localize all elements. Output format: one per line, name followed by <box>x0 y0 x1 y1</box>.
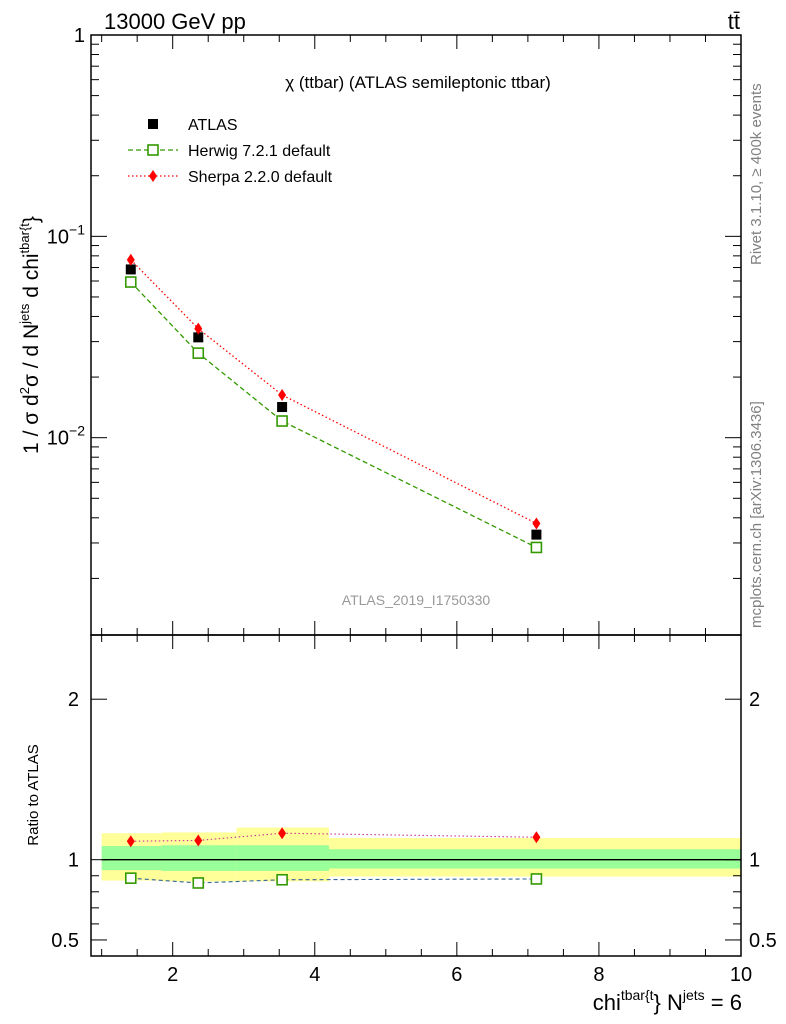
x-tick-label: 8 <box>593 964 604 986</box>
ratio-axes-frame <box>90 634 742 957</box>
ratio-band-green <box>101 846 163 871</box>
ratio-tick-label: 2 <box>68 689 79 711</box>
legend: ATLAS Herwig 7.2.1 default Sherpa 2.2.0 … <box>128 117 333 186</box>
x-tick-label: 4 <box>309 964 320 986</box>
legend-markers <box>128 119 178 182</box>
ratio-herwig-point <box>276 873 288 886</box>
legend-entry-sherpa: Sherpa 2.2.0 default <box>188 169 333 186</box>
svg-text:1 / σ d2σ / d Njets d chitbar{: 1 / σ d2σ / d Njets d chitbar{t} <box>17 216 43 454</box>
ratio-sherpa-point <box>126 835 135 848</box>
xlabel-sup2: jets <box>682 987 705 1003</box>
ratio-sherpa-point <box>532 831 541 844</box>
ylabel-pre: 1 / σ d <box>20 394 43 454</box>
main-y-ticks: 110−110−2 <box>47 25 741 579</box>
mcplots-label: mcplots.cern.ch [arXiv:1306.3436] <box>748 401 765 628</box>
herwig-line <box>130 281 537 549</box>
ratio-series-points <box>124 827 543 889</box>
ylabel-sup1: 2 <box>17 387 32 394</box>
ratio-y-axis-label: Ratio to ATLAS <box>25 744 42 845</box>
x-tick-label: 2 <box>167 964 178 986</box>
ratio-tick-label-right: 2 <box>749 689 760 711</box>
ratio-band-green <box>236 845 329 871</box>
ylabel-sup3: tbar{t <box>17 223 32 254</box>
ylabel-post: } <box>20 216 43 223</box>
sherpa-point <box>126 253 135 266</box>
ratio-band-green <box>328 849 741 869</box>
main-series-lines <box>130 259 537 549</box>
ratio-band-green <box>162 845 237 871</box>
ratio-tick-label: 0.5 <box>51 930 79 952</box>
legend-herwig-marker <box>147 144 159 156</box>
y-tick-label: 10−1 <box>47 221 85 248</box>
legend-atlas-marker <box>148 119 158 129</box>
y-tick-exponent: −2 <box>69 423 85 439</box>
ratio-sherpa-point <box>194 834 203 847</box>
xlabel-pre: chi <box>593 990 621 1015</box>
y-tick-base: 10 <box>47 428 69 450</box>
ylabel-mid: σ / d N <box>20 324 43 387</box>
rivet-label: Rivet 3.1.10, ≥ 400k events <box>748 83 765 265</box>
energy-label: 13000 GeV pp <box>104 9 246 34</box>
process-label: tt̄ <box>728 9 740 34</box>
x-tick-label: 10 <box>730 964 752 986</box>
atlas-point <box>125 264 136 275</box>
herwig-point <box>276 415 288 427</box>
analysis-watermark: ATLAS_2019_I1750330 <box>342 592 491 608</box>
ratio-herwig-point <box>192 877 205 889</box>
xlabel-sup1: tbar{t <box>621 987 654 1003</box>
sherpa-point <box>278 388 287 401</box>
x-axis-label: chitbar{t} Njets = 6 <box>593 987 742 1015</box>
atlas-point <box>277 402 288 413</box>
legend-sherpa-marker <box>149 170 157 182</box>
sherpa-point <box>194 322 203 335</box>
ylabel-sup2: jets <box>17 303 32 325</box>
sherpa-line <box>130 259 537 525</box>
x-axis-ticks: 2 4 6 8 10 <box>101 35 752 986</box>
y-tick-exponent: −1 <box>69 221 85 237</box>
legend-entry-atlas: ATLAS <box>188 117 238 134</box>
sherpa-point <box>532 517 541 530</box>
y-tick-base: 1 <box>74 25 85 47</box>
herwig-point <box>124 276 137 288</box>
ratio-herwig-point <box>530 873 543 885</box>
ratio-tick-label-right: 1 <box>749 850 760 872</box>
ratio-tick-label: 1 <box>68 850 79 872</box>
x-tick-label: 6 <box>451 964 462 986</box>
ylabel-mid2: d chi <box>20 253 43 303</box>
y-tick-label: 10−2 <box>47 423 85 450</box>
y-tick-base: 10 <box>47 226 69 248</box>
xlabel-mid: } N <box>654 990 683 1015</box>
atlas-point <box>531 529 542 540</box>
legend-entry-herwig: Herwig 7.2.1 default <box>188 143 331 160</box>
herwig-point <box>192 347 205 359</box>
main-series-points <box>124 253 543 554</box>
main-title: χ (ttbar) (ATLAS semileptonic ttbar) <box>285 73 551 92</box>
ratio-herwig-point <box>124 872 137 884</box>
main-y-axis-label: 1 / σ d2σ / d Njets d chitbar{t} <box>17 216 43 454</box>
ratio-tick-label-right: 0.5 <box>749 930 777 952</box>
herwig-point <box>530 541 543 554</box>
ratio-frame-rect <box>90 634 742 957</box>
ratio-sherpa-point <box>278 827 287 840</box>
xlabel-post: = 6 <box>705 990 742 1015</box>
atlas-point <box>193 332 204 343</box>
y-tick-label: 1 <box>74 25 85 47</box>
ratio-y-ticks: 0.5 0.5 1 1 2 2 <box>51 689 777 952</box>
